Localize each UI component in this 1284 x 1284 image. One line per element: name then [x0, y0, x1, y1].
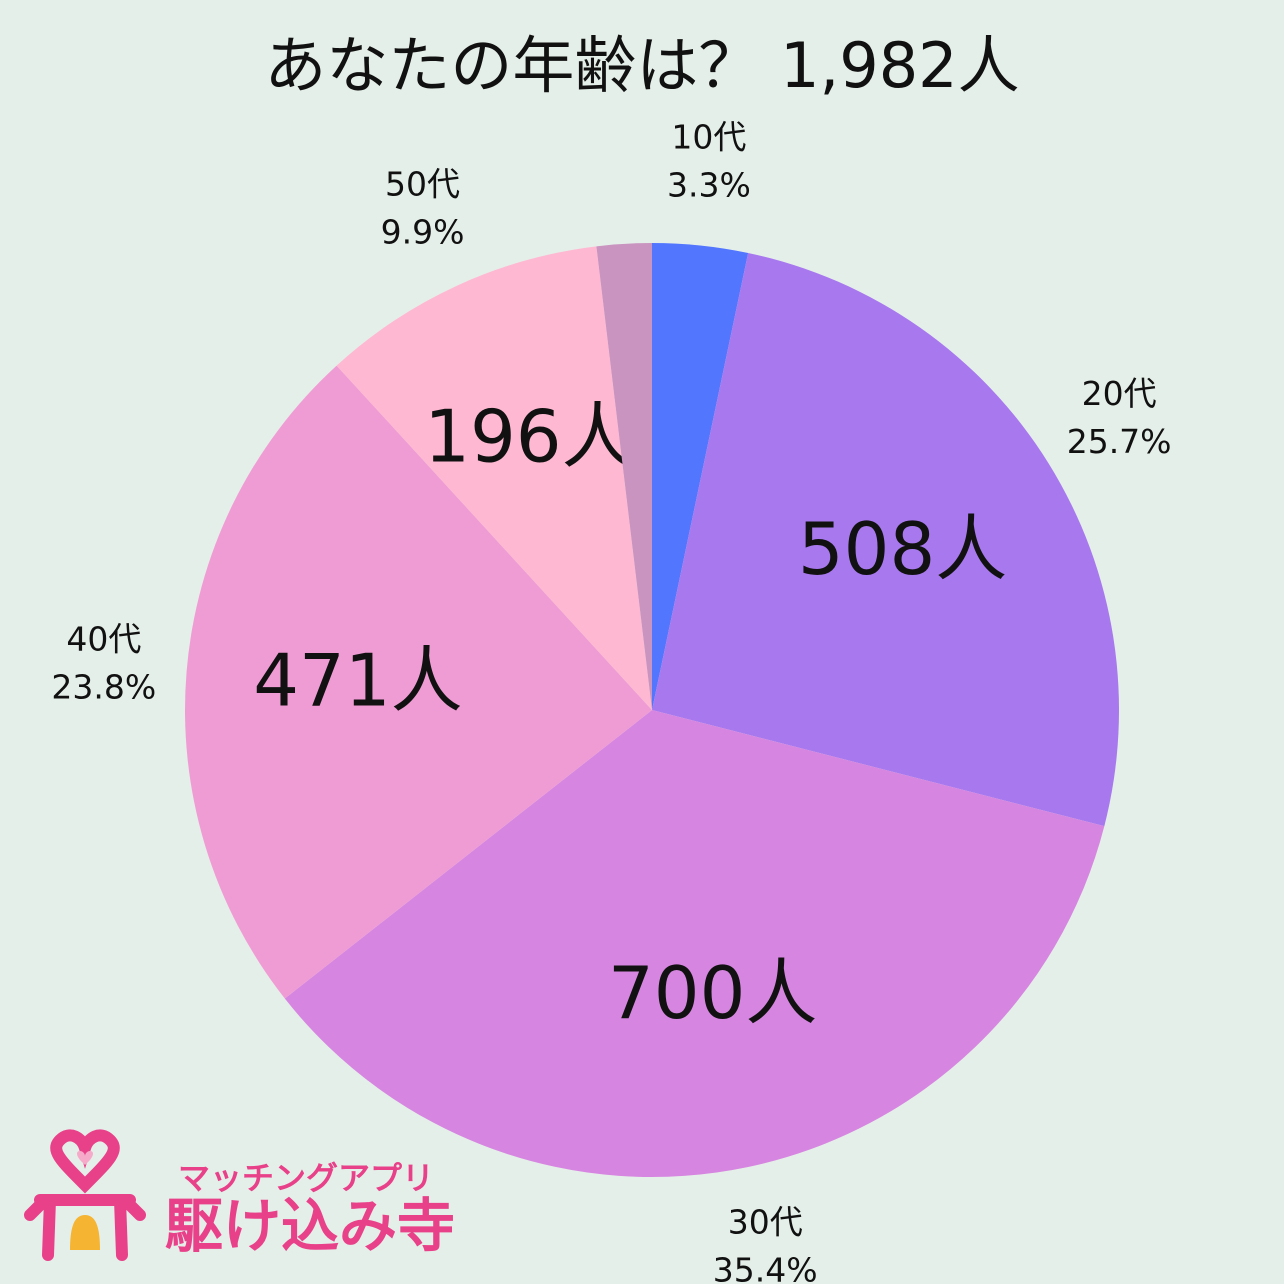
category-label: 10代: [671, 117, 746, 156]
chart-title: あなたの年齢は？ 1,982人: [264, 29, 1019, 102]
pie-slice: [652, 253, 1119, 827]
logo-bell: [70, 1215, 100, 1250]
percent-label: 25.7%: [1067, 422, 1172, 461]
count-label: 471人: [253, 638, 462, 722]
logo-tagline: マッチングアプリ: [178, 1159, 434, 1197]
pie-slice: [596, 243, 652, 710]
logo: マッチングアプリ 駆け込み寺: [24, 1129, 455, 1261]
pie-slice: [336, 246, 652, 710]
logo-name: 駆け込み寺: [165, 1192, 455, 1260]
percent-label: 35.4%: [713, 1251, 818, 1284]
category-label: 30代: [728, 1203, 803, 1242]
logo-heart: [50, 1129, 120, 1194]
count-label: 196人: [424, 394, 633, 478]
percent-label: 23.8%: [51, 668, 156, 707]
category-label: 20代: [1082, 374, 1157, 413]
count-label: 508人: [798, 507, 1007, 591]
percent-label: 9.9%: [381, 213, 465, 252]
logo-heart-inner: [77, 1151, 93, 1165]
pie-slice: [652, 243, 749, 710]
percent-label: 3.3%: [667, 165, 751, 204]
category-label: 40代: [66, 620, 141, 659]
category-label: 50代: [385, 165, 460, 204]
logo-gate: [24, 1194, 146, 1261]
pie-slice: [284, 710, 1105, 1177]
pie-slice: [185, 365, 652, 999]
count-label: 700人: [608, 951, 817, 1035]
